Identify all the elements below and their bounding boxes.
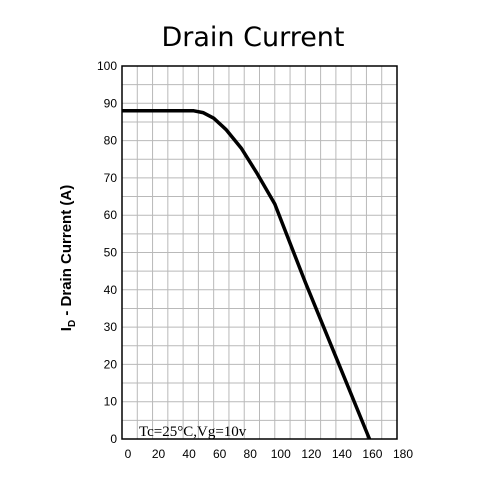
x-tick-label: 160: [362, 447, 382, 461]
x-tick-label: 60: [213, 447, 227, 461]
y-axis-label-main: I: [58, 327, 75, 331]
y-tick-label: 100: [97, 59, 117, 73]
conditions-annotation: Tc=25°C,Vg=10v: [139, 424, 247, 440]
curve-layer: [122, 109, 372, 439]
drain-current-curve: [122, 109, 372, 439]
y-tick-label: 10: [104, 395, 118, 409]
y-tick-label: 70: [104, 171, 118, 185]
y-tick-label: 30: [104, 320, 118, 334]
x-tick-label: 80: [244, 447, 258, 461]
y-tick-label: 0: [110, 432, 117, 446]
y-tick-label: 60: [104, 208, 118, 222]
x-tick-label: 140: [332, 447, 352, 461]
y-tick-label: 50: [104, 246, 118, 260]
x-tick-label: 0: [125, 447, 132, 461]
y-tick-labels: 0 10 20 30 40 50 60 70 80 90 100: [97, 59, 117, 446]
x-tick-label: 40: [182, 447, 196, 461]
y-axis-label-rest: - Drain Current (A): [58, 185, 75, 320]
y-axis-label-sub: D: [67, 320, 78, 327]
y-tick-label: 90: [104, 96, 118, 110]
grid-lines: [122, 66, 397, 439]
x-tick-label: 100: [271, 447, 291, 461]
y-axis-label: ID - Drain Current (A): [58, 185, 78, 331]
plot-frame: [121, 65, 398, 440]
x-tick-label: 20: [152, 447, 166, 461]
y-tick-label: 20: [104, 357, 118, 371]
x-tick-label: 120: [301, 447, 321, 461]
y-tick-label: 80: [104, 134, 118, 148]
y-tick-label: 40: [104, 283, 118, 297]
x-tick-label: 180: [393, 447, 413, 461]
x-tick-labels: 0 20 40 60 80 100 120 140 160 180: [125, 447, 414, 461]
chart-title: Drain Current: [161, 22, 344, 53]
